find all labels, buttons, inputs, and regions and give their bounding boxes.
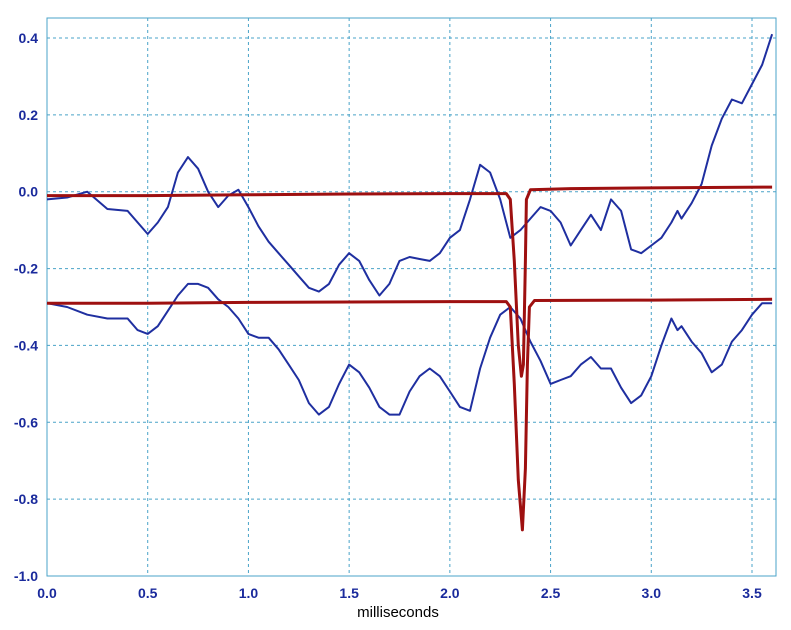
x-tick-label: 0.5 [138,585,158,601]
y-tick-label: -0.8 [14,491,38,507]
y-tick-label: 0.2 [19,107,39,123]
series-line-1 [46,33,774,297]
x-tick-label: 3.5 [742,585,762,601]
x-tick-label: 0.0 [37,585,57,601]
grid [46,17,777,577]
y-tick-label: 0.0 [19,184,39,200]
x-tick-label: 2.0 [440,585,460,601]
plot-border [46,17,777,577]
x-tick-label: 2.5 [541,585,561,601]
x-tick-label: 1.0 [239,585,259,601]
tick-labels: 0.0 0.5 1.0 1.5 2.0 2.5 3.0 3.5 0.4 0.2 0.0 -0.2 -0.… [14,30,762,601]
series-line-3 [47,185,773,378]
x-tick-label: 3.0 [642,585,662,601]
series-line-2 [46,282,773,416]
series-line-4 [47,297,773,532]
y-tick-label: -0.2 [14,261,38,277]
y-tick-label: 0.4 [19,30,39,46]
y-tick-label: -1.0 [14,568,38,584]
y-tick-label: -0.4 [14,337,38,353]
y-tick-label: -0.6 [14,414,38,430]
series-layer [46,33,774,532]
x-axis-label: milliseconds [357,604,439,621]
x-tick-label: 1.5 [339,585,359,601]
